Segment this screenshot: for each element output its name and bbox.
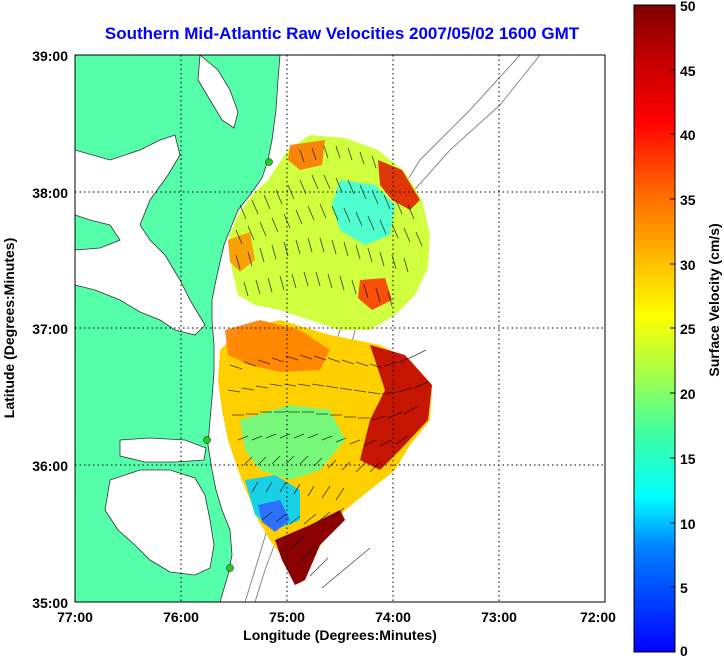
colorbar: 50 45 40 35 30 25 20 15 10 5 0 Surface V… (633, 0, 722, 659)
station-marker (265, 158, 273, 166)
velocity-patch-north-red (378, 160, 420, 210)
station-marker (226, 564, 234, 572)
colorbar-ticks (670, 4, 675, 653)
x-tick-label: 73:00 (481, 609, 517, 625)
y-axis: 39:00 38:00 37:00 36:00 35:00 Latitude (… (1, 48, 68, 611)
albemarle-sound (119, 437, 207, 463)
x-tick-label: 72:00 (580, 609, 616, 625)
colorbar-tick-label: 10 (680, 516, 696, 532)
velocity-arrows (227, 145, 429, 589)
colorbar-tick-label: 30 (680, 257, 696, 273)
y-tick-label: 39:00 (32, 48, 68, 64)
colorbar-tick-label: 20 (680, 386, 696, 402)
y-tick-label: 38:00 (32, 185, 68, 201)
colorbar-label: Surface Velocity (cm/s) (706, 223, 722, 376)
grid-lines (75, 55, 605, 602)
colorbar-tick-label: 50 (680, 0, 696, 14)
colorbar-tick-label: 45 (680, 63, 696, 79)
velocity-patch-south-darkred (275, 510, 345, 585)
chesapeake-bay (75, 134, 206, 336)
x-tick-label: 75:00 (269, 609, 305, 625)
x-tick-label: 76:00 (163, 609, 199, 625)
velocity-patch-north-cyan (332, 180, 395, 245)
velocity-patch-south-blue (258, 500, 290, 532)
plot-frame (74, 54, 606, 603)
y-tick-label: 37:00 (32, 321, 68, 337)
x-tick-label: 74:00 (375, 609, 411, 625)
colorbar-tick-label: 15 (680, 451, 696, 467)
colorbar-tick-label: 40 (680, 127, 696, 143)
colorbar-tick-label: 35 (680, 192, 696, 208)
station-marker (203, 436, 211, 444)
velocity-patch-south-red (360, 345, 432, 470)
map-title: Southern Mid-Atlantic Raw Velocities 200… (104, 24, 580, 43)
y-axis-label: Latitude (Degrees:Minutes) (1, 238, 17, 418)
pamlico-sound (104, 469, 215, 576)
colorbar-gradient-rect (633, 4, 676, 653)
x-axis: 77:00 76:00 75:00 74:00 73:00 72:00 Long… (57, 609, 616, 643)
colorbar-tick-label: 25 (680, 321, 696, 337)
velocity-patch-south-orange (225, 320, 330, 372)
y-tick-label: 35:00 (32, 595, 68, 611)
x-tick-label: 77:00 (57, 609, 93, 625)
colorbar-tick-label: 5 (680, 580, 688, 596)
velocity-patch-north-orange2 (228, 232, 255, 272)
y-tick-label: 36:00 (32, 458, 68, 474)
velocity-patch-north-orange (288, 140, 325, 170)
x-axis-label: Longitude (Degrees:Minutes) (243, 627, 437, 643)
delaware-bay (197, 55, 239, 129)
velocity-patch-north-red2 (358, 278, 392, 310)
colorbar-tick-label: 0 (680, 643, 688, 659)
